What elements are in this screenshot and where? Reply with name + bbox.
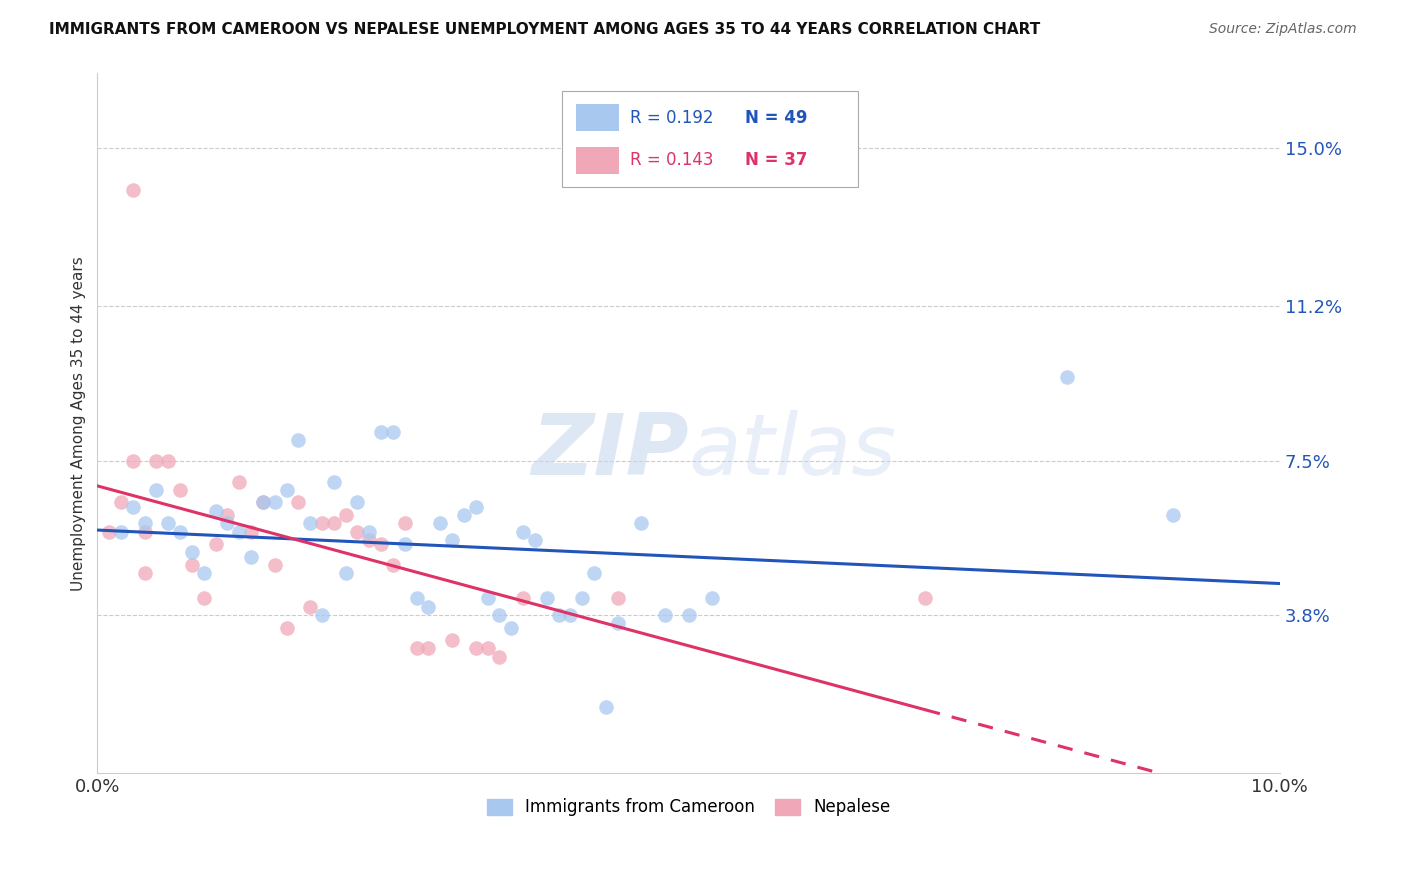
Point bbox=[252, 495, 274, 509]
Point bbox=[370, 425, 392, 439]
Point bbox=[381, 425, 404, 439]
Point bbox=[169, 483, 191, 497]
Point bbox=[512, 591, 534, 606]
Point bbox=[98, 524, 121, 539]
Point bbox=[287, 433, 309, 447]
Point bbox=[335, 566, 357, 581]
Point bbox=[110, 495, 132, 509]
Point bbox=[145, 454, 167, 468]
Point bbox=[263, 495, 285, 509]
Point bbox=[299, 516, 322, 531]
Point bbox=[488, 649, 510, 664]
Point bbox=[346, 495, 368, 509]
Point bbox=[134, 524, 156, 539]
Point bbox=[429, 516, 451, 531]
Point bbox=[252, 495, 274, 509]
Point bbox=[418, 641, 440, 656]
Point bbox=[287, 495, 309, 509]
Point bbox=[418, 599, 440, 614]
Point bbox=[381, 558, 404, 572]
Point bbox=[121, 500, 143, 514]
Point bbox=[654, 607, 676, 622]
Point bbox=[121, 454, 143, 468]
Point bbox=[405, 591, 427, 606]
Point bbox=[464, 500, 486, 514]
Point bbox=[630, 516, 652, 531]
Point bbox=[359, 524, 381, 539]
Point bbox=[536, 591, 558, 606]
Point bbox=[523, 533, 546, 547]
Point bbox=[464, 641, 486, 656]
Point bbox=[276, 620, 298, 634]
Point bbox=[595, 699, 617, 714]
Point bbox=[441, 533, 464, 547]
Text: IMMIGRANTS FROM CAMEROON VS NEPALESE UNEMPLOYMENT AMONG AGES 35 TO 44 YEARS CORR: IMMIGRANTS FROM CAMEROON VS NEPALESE UNE… bbox=[49, 22, 1040, 37]
Point bbox=[547, 607, 569, 622]
Point bbox=[582, 566, 605, 581]
Text: R = 0.143: R = 0.143 bbox=[630, 152, 713, 169]
Text: R = 0.192: R = 0.192 bbox=[630, 109, 713, 127]
Point bbox=[204, 504, 226, 518]
Point bbox=[145, 483, 167, 497]
Point bbox=[501, 620, 523, 634]
Text: ZIP: ZIP bbox=[531, 409, 689, 492]
Point bbox=[914, 591, 936, 606]
Point bbox=[169, 524, 191, 539]
Point bbox=[346, 524, 368, 539]
Point bbox=[512, 524, 534, 539]
Point bbox=[311, 607, 333, 622]
Text: atlas: atlas bbox=[689, 409, 897, 492]
Text: Source: ZipAtlas.com: Source: ZipAtlas.com bbox=[1209, 22, 1357, 37]
Point bbox=[193, 566, 215, 581]
Point bbox=[477, 591, 499, 606]
Point bbox=[121, 183, 143, 197]
Point bbox=[359, 533, 381, 547]
Point bbox=[181, 545, 204, 559]
Point bbox=[335, 508, 357, 522]
Point bbox=[193, 591, 215, 606]
Point bbox=[217, 508, 239, 522]
Legend: Immigrants from Cameroon, Nepalese: Immigrants from Cameroon, Nepalese bbox=[478, 790, 898, 824]
Point bbox=[477, 641, 499, 656]
Point bbox=[204, 537, 226, 551]
Point bbox=[263, 558, 285, 572]
Text: N = 49: N = 49 bbox=[745, 109, 807, 127]
Point bbox=[488, 607, 510, 622]
Point bbox=[394, 537, 416, 551]
Point bbox=[678, 607, 700, 622]
Point bbox=[606, 616, 628, 631]
Point bbox=[571, 591, 593, 606]
Point bbox=[405, 641, 427, 656]
Point bbox=[394, 516, 416, 531]
Point bbox=[453, 508, 475, 522]
Point bbox=[134, 516, 156, 531]
Point bbox=[441, 633, 464, 648]
Point bbox=[157, 454, 180, 468]
Point bbox=[228, 475, 250, 489]
Point bbox=[157, 516, 180, 531]
Point bbox=[276, 483, 298, 497]
Point bbox=[240, 524, 263, 539]
Point bbox=[370, 537, 392, 551]
Point bbox=[240, 549, 263, 564]
Point bbox=[311, 516, 333, 531]
Point bbox=[110, 524, 132, 539]
Point bbox=[322, 516, 344, 531]
Point bbox=[322, 475, 344, 489]
Point bbox=[1056, 370, 1078, 384]
Y-axis label: Unemployment Among Ages 35 to 44 years: Unemployment Among Ages 35 to 44 years bbox=[72, 256, 86, 591]
Point bbox=[606, 591, 628, 606]
Point bbox=[228, 524, 250, 539]
Point bbox=[702, 591, 724, 606]
Point bbox=[181, 558, 204, 572]
Point bbox=[134, 566, 156, 581]
Point bbox=[560, 607, 582, 622]
Point bbox=[1163, 508, 1185, 522]
Point bbox=[217, 516, 239, 531]
Text: N = 37: N = 37 bbox=[745, 152, 807, 169]
Point bbox=[299, 599, 322, 614]
